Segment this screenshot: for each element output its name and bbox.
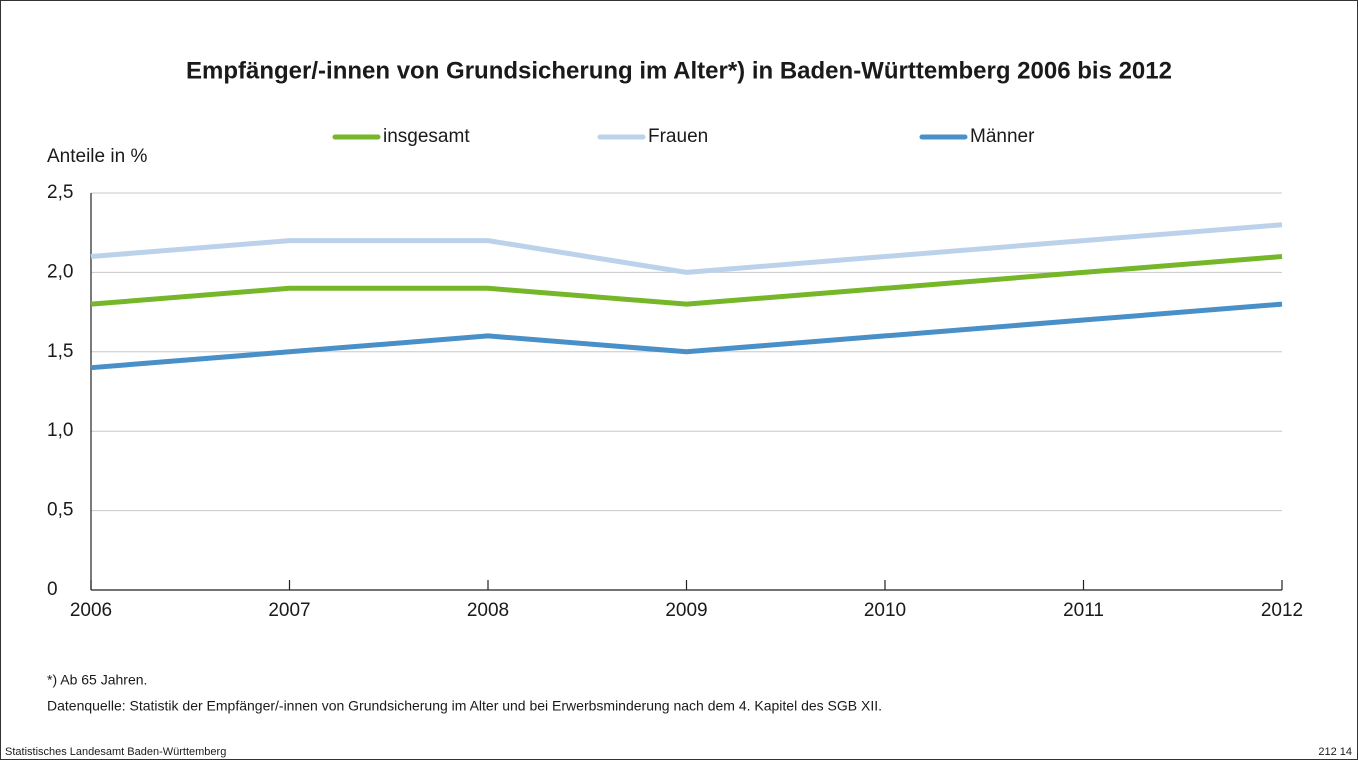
x-tick-label: 2006 [70,600,112,621]
x-tick-label: 2008 [467,600,509,621]
x-tick-label: 2010 [864,600,906,621]
x-tick-label: 2012 [1261,600,1303,621]
source: Datenquelle: Statistik der Empfänger/-in… [47,698,882,714]
data-line [90,254,1283,307]
data-line [90,301,1283,371]
x-tick-label: 2009 [665,600,707,621]
y-tick-label: 0,5 [47,500,73,521]
y-tick-label: 2,5 [47,182,73,203]
legend-label: Frauen [648,126,708,147]
y-tick-label: 1,0 [47,420,73,441]
legend-label: insgesamt [383,126,470,147]
y-tick-label: 1,5 [47,341,73,362]
y-tick-label: 0 [47,579,58,600]
chart-title: Empfänger/-innen von Grundsicherung im A… [186,57,1172,84]
x-tick-label: 2011 [1063,600,1104,621]
code: 212 14 [1318,746,1352,758]
data-line [90,222,1283,275]
publisher: Statistisches Landesamt Baden-Württember… [5,746,226,758]
footnote: *) Ab 65 Jahren. [47,672,147,688]
x-tick-label: 2007 [268,600,310,621]
legend-label: Männer [970,126,1035,147]
y-axis-label: Anteile in % [47,146,147,167]
y-tick-label: 2,0 [47,261,73,282]
